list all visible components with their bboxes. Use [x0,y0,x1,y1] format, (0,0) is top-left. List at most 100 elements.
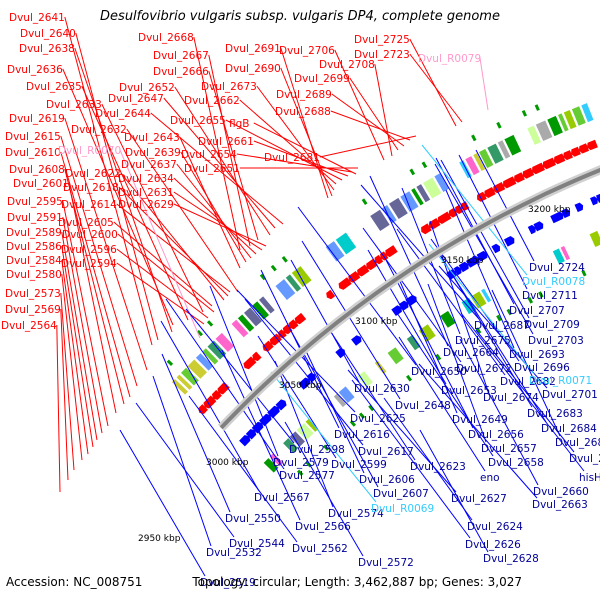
reverse-gene-label: Dvul_2682 [500,376,556,388]
outer-tick-mark [259,273,266,281]
reverse-gene-label: Dvul_2684 [541,423,597,435]
reverse-gene-label: Dvul_2532 [206,547,262,559]
reverse-category-block [333,393,347,408]
reverse-leader-line [430,238,520,362]
kbp-label: 3050 kbp [279,381,322,391]
forward-gene-label: Dvul_2589 [6,227,62,239]
forward-leader-line [60,308,69,481]
forward-gene-label: Dvul_2622 [65,168,121,180]
forward-leader-line [173,191,263,251]
forward-gene-label: Dvul_2654 [181,149,237,161]
reverse-gene-arrow [398,300,409,311]
reverse-gene-label: hisH [579,472,600,484]
forward-leader-line [116,203,231,293]
reverse-category-block [406,334,421,351]
forward-leader-line [256,85,335,191]
forward-leader-line [176,163,252,259]
kbp-label: 3200 kbp [528,205,571,215]
reverse-leader-line [475,149,535,262]
forward-category-block [563,110,577,130]
forward-gene-arrow [217,381,230,395]
inner-tick-mark [349,420,357,427]
reverse-gene-label: Dvul_2630 [354,383,410,395]
forward-gene-label: Dvul_2580 [6,269,62,281]
forward-leader-line [126,128,239,293]
forward-gene-label: Dvul_2635 [26,81,82,93]
forward-leader-line [68,182,117,414]
forward-gene-arrow [455,204,464,214]
reverse-gene-label: Dvul_2623 [410,461,466,473]
forward-leader-line [118,186,229,297]
forward-leader-line [60,292,75,471]
forward-category-block [423,177,442,199]
reverse-gene-arrow [574,202,584,213]
forward-category-block [434,173,449,192]
reverse-gene-arrow [550,211,564,224]
reverse-leader-line [161,353,231,513]
forward-gene-label: Dvul_2651 [184,163,240,175]
reverse-leader-line [257,335,337,459]
forward-gene-label: Dvul_2632 [71,124,127,136]
forward-gene-arrow [437,211,452,224]
forward-leader-line [319,135,417,158]
inner-tick-mark [496,314,502,322]
forward-leader-line [208,70,259,241]
forward-category-block [547,115,563,137]
forward-gene-label: Dvul_2605 [58,217,114,229]
reverse-gene-label: Dvul_2579 [273,457,329,469]
forward-gene-arrow [578,143,590,154]
reverse-leader-line [369,175,449,347]
reverse-gene-label: Dvul_2628 [483,553,539,565]
forward-leader-line [280,47,329,199]
forward-gene-label: Dvul_2564 [1,320,57,332]
forward-leader-line [62,68,174,326]
inner-tick-mark [527,296,534,304]
reverse-leader-line [185,308,295,444]
reverse-leader-line [284,421,364,557]
reverse-leader-line [160,320,260,492]
forward-gene-arrow [282,324,293,335]
forward-category-block [181,367,199,386]
reverse-leader-line [437,251,547,423]
inner-tick-mark [297,469,304,476]
reverse-leader-line [445,189,515,349]
forward-gene-label: Dvul_2631 [118,187,174,199]
forward-gene-arrow [374,254,384,265]
forward-category-block [411,188,424,206]
reverse-gene-label: Dvul_2657 [481,443,537,455]
forward-leader-line [225,119,343,181]
reverse-rna-label: Dvul_R0078 [522,276,585,288]
reverse-category-block [387,347,404,365]
reverse-category-block [305,419,318,432]
forward-gene-arrow [503,176,517,189]
reverse-gene-label: Dvul_2664 [443,347,499,359]
reverse-gene-label: Dvul_2566 [295,521,351,533]
reverse-gene-label: Dvul_2577 [279,470,335,482]
reverse-leader-line [396,228,506,376]
forward-category-block [176,374,193,390]
reverse-leader-line [274,360,334,508]
forward-category-block [207,340,227,360]
forward-gene-label: Dvul_2614 [61,199,117,211]
forward-gene-label: Dvul_2641 [9,12,65,24]
forward-gene-arrow [338,277,352,290]
inner-tick-mark [538,291,544,298]
reverse-leader-line [384,257,474,429]
leader-line-layer [56,16,585,577]
forward-gene-label: Dvul_2618 [63,182,119,194]
reverse-leader-line [301,240,401,400]
forward-gene-label: Dvul_2619 [9,113,65,125]
reverse-leader-line [347,369,457,493]
forward-leader-line [56,324,61,493]
forward-category-block [465,156,480,176]
forward-gene-arrow [477,191,487,202]
map-footer: Accession: NC_008751 Topology: circular; … [6,575,596,589]
reverse-gene-label: Dvul_2550 [225,513,281,525]
reverse-gene-label: Dvul_2607 [373,488,429,500]
forward-gene-label: Dvul_2666 [153,66,209,78]
forward-category-block [231,319,249,338]
reverse-gene-label: Dvul_2544 [229,538,285,550]
forward-category-block [497,140,511,159]
reverse-leader-line [297,206,417,366]
reverse-leader-line [398,336,486,472]
